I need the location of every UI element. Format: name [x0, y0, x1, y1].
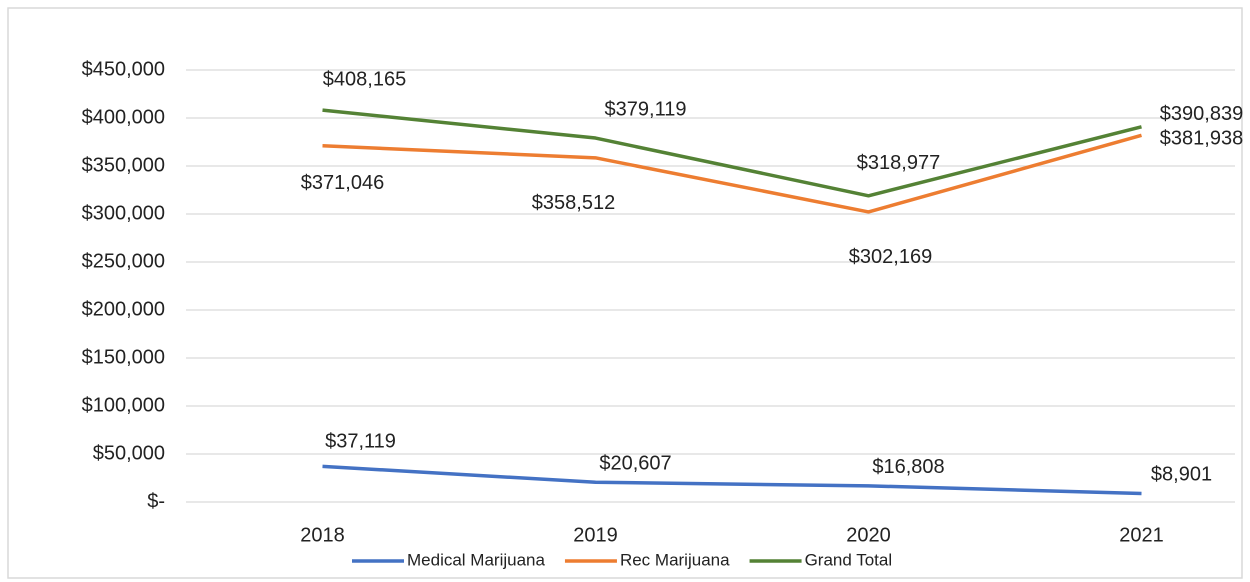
y-tick-label: $200,000 — [82, 298, 165, 320]
x-tick-label: 2019 — [573, 524, 618, 546]
data-label: $318,977 — [857, 152, 940, 174]
legend-label: Rec Marijuana — [620, 550, 730, 569]
y-tick-label: $350,000 — [82, 154, 165, 176]
legend-label: Grand Total — [805, 550, 893, 569]
data-label: $381,938 — [1160, 128, 1243, 150]
data-label: $302,169 — [849, 246, 932, 268]
series-line — [322, 108, 1142, 198]
legend: Medical Marijuana Rec Marijuana Grand Tota… — [352, 550, 892, 569]
series-line — [322, 464, 1142, 496]
data-label: $20,607 — [599, 452, 671, 474]
series-line — [322, 133, 1142, 214]
x-tick-label: 2020 — [846, 524, 891, 546]
y-tick-label: $150,000 — [82, 346, 165, 368]
data-label: $390,839 — [1160, 103, 1243, 125]
y-tick-label: $50,000 — [93, 442, 165, 464]
x-tick-label: 2021 — [1119, 524, 1164, 546]
y-tick-label: $100,000 — [82, 394, 165, 416]
y-tick-label: $- — [147, 490, 165, 512]
chart-border — [7, 7, 1243, 579]
data-label: $37,119 — [325, 431, 396, 453]
y-tick-label: $450,000 — [82, 58, 165, 80]
data-label: $358,512 — [532, 192, 615, 214]
y-tick-label: $250,000 — [82, 250, 165, 272]
y-tick-label: $400,000 — [82, 106, 165, 128]
x-tick-label: 2018 — [300, 524, 345, 546]
data-label: $408,165 — [323, 68, 406, 90]
data-label: $16,808 — [872, 456, 944, 478]
data-label: $371,046 — [301, 172, 384, 194]
legend-label: Medical Marijuana — [407, 550, 545, 569]
y-tick-label: $300,000 — [82, 202, 165, 224]
data-label: $8,901 — [1151, 464, 1212, 486]
data-label: $379,119 — [605, 98, 687, 120]
